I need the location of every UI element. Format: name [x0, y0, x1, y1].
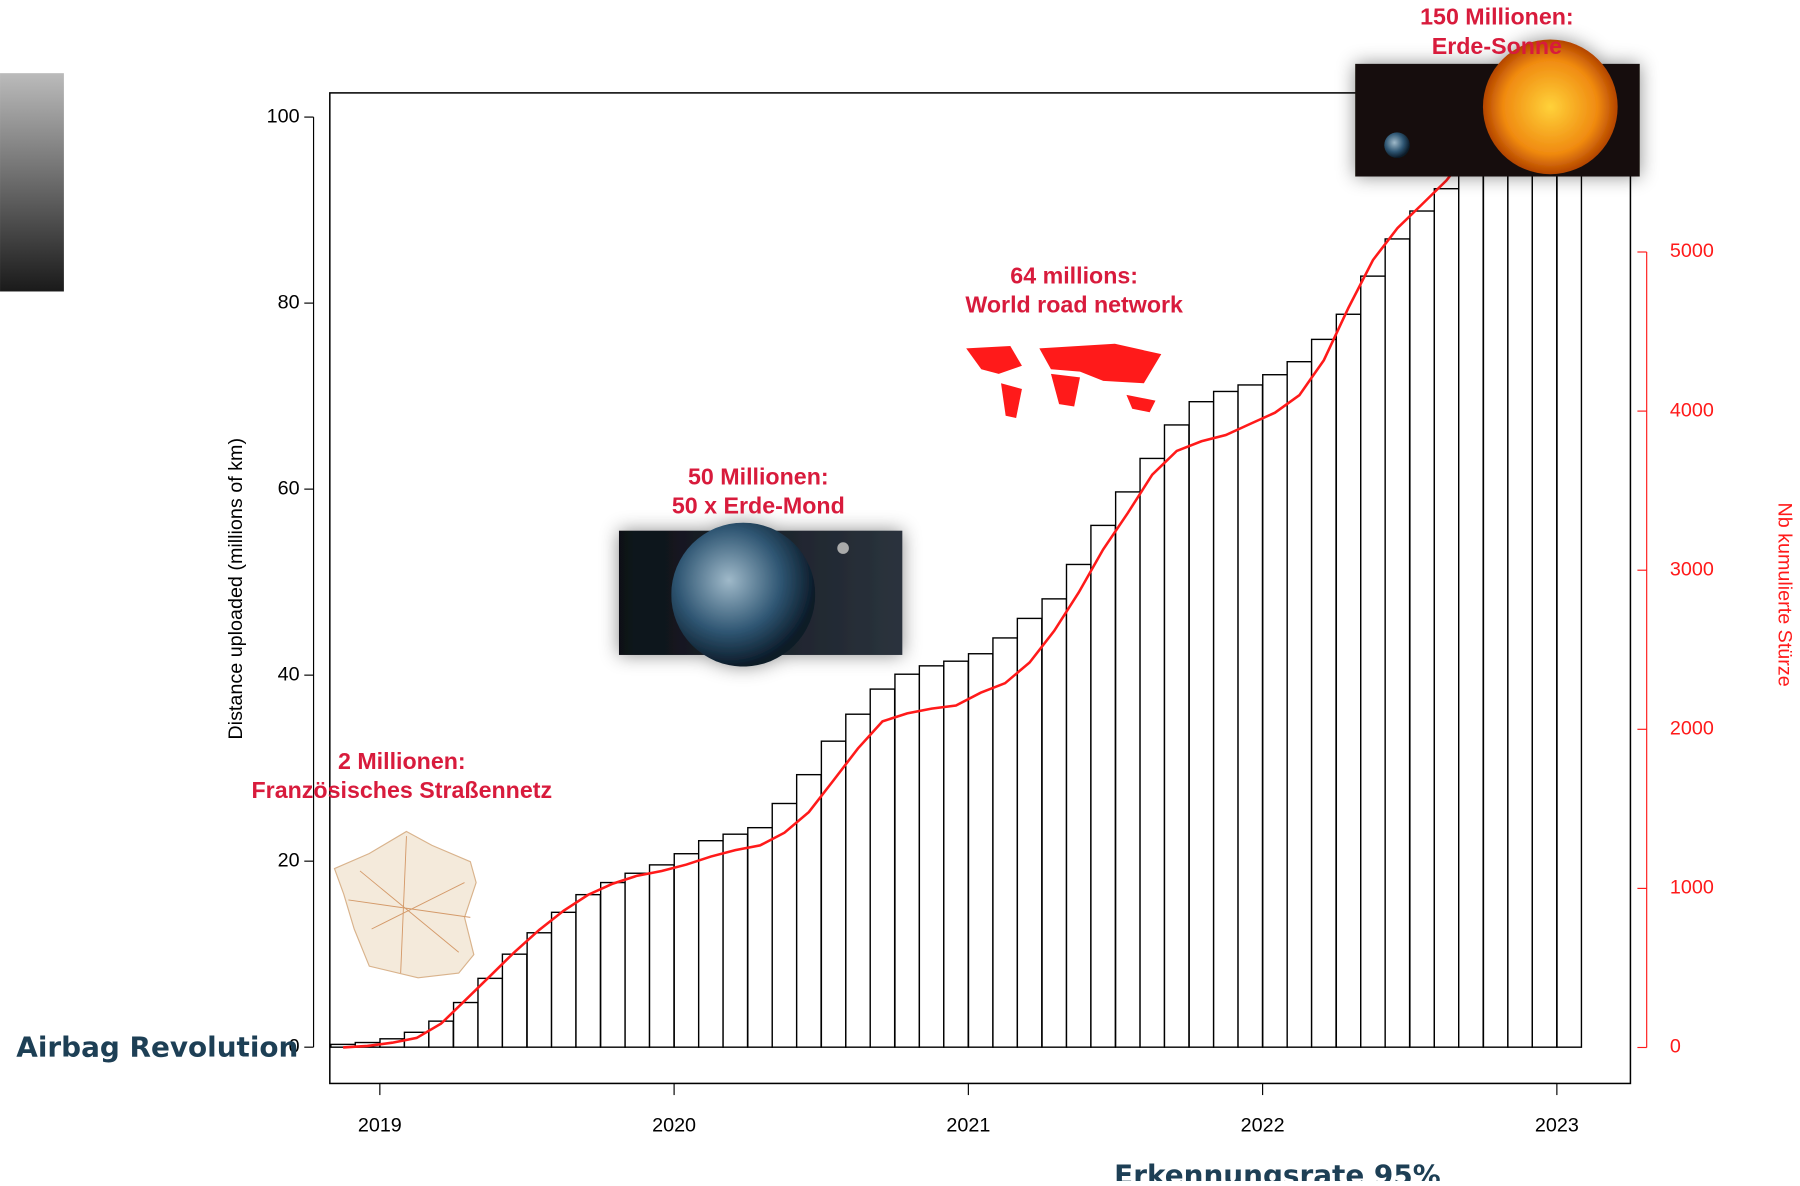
annotation: World road network [965, 292, 1183, 318]
x-tick-label: 2021 [946, 1115, 990, 1137]
bar [1114, 491, 1141, 1048]
bars [330, 116, 1583, 1048]
bar [526, 932, 553, 1048]
axes: 0 20 40 60 80 100 Distance uploaded (millions … [225, 105, 1795, 1136]
bar [992, 637, 1019, 1048]
bar [1041, 598, 1068, 1048]
lines [342, 92, 1516, 1049]
bar [1482, 144, 1509, 1048]
bar [943, 660, 969, 1048]
decor-gradient [0, 73, 64, 292]
x-tick-label: 2022 [1241, 1115, 1285, 1137]
x-tick-label: 2019 [358, 1115, 402, 1137]
bar [845, 713, 871, 1048]
bar [1262, 374, 1288, 1048]
sun-image [1355, 39, 1640, 177]
bar [1409, 210, 1436, 1048]
annotation: 2 Millionen: [338, 748, 466, 774]
bar [697, 840, 724, 1048]
annotation: 150 Millionen: [1420, 4, 1574, 30]
bar [1384, 238, 1411, 1048]
france-image [333, 830, 477, 979]
bar [648, 864, 675, 1048]
y2-axis-label: Nb kumulierte Stürze [1773, 502, 1795, 686]
annotations: 150 Millionen: Erde-Sonne 64 millions: Worl… [251, 4, 1573, 803]
y-tick-label: 40 [278, 663, 300, 685]
bar [1507, 125, 1533, 1048]
bar [918, 665, 945, 1048]
bar [1458, 162, 1484, 1048]
annotation: 50 x Erde-Mond [672, 493, 845, 519]
y-tick-label: 0 [289, 1035, 300, 1057]
bar [1065, 563, 1092, 1048]
x-tick-label: 2023 [1535, 1115, 1579, 1137]
y-tick-label: 100 [267, 105, 300, 127]
y-tick-label: 20 [278, 849, 300, 871]
bar [1433, 188, 1460, 1048]
footer-label: Erkennungsrate 95% [1114, 1158, 1441, 1181]
bar [624, 872, 651, 1048]
bar [1016, 617, 1043, 1048]
bar [795, 773, 822, 1048]
y2-tick-label: 5000 [1670, 240, 1714, 262]
bar [673, 853, 700, 1048]
annotation: Französisches Straßennetz [251, 777, 552, 803]
bar [1531, 116, 1558, 1048]
bar [967, 653, 994, 1048]
annotation: 50 Millionen: [688, 464, 829, 490]
bar [477, 977, 504, 1048]
brand-label: Airbag Revolution [16, 1031, 298, 1064]
x-tick-label: 2020 [652, 1115, 696, 1137]
bar [550, 911, 577, 1048]
bar [1286, 361, 1313, 1048]
earth-moon-image [618, 523, 903, 667]
y2-tick-label: 4000 [1670, 399, 1714, 421]
annotation: 64 millions: [1010, 263, 1138, 289]
bar [452, 1001, 479, 1048]
bar [771, 802, 798, 1048]
y-tick-label: 60 [278, 477, 300, 499]
y2-tick-label: 1000 [1670, 877, 1714, 899]
bar [1556, 116, 1583, 1048]
bar [575, 893, 602, 1048]
bar [1360, 275, 1386, 1048]
bar [820, 740, 847, 1048]
bar [1139, 457, 1166, 1048]
bar [1237, 384, 1264, 1048]
bar [599, 881, 626, 1048]
bar [1090, 524, 1117, 1048]
bar [894, 673, 921, 1048]
bar [869, 688, 896, 1048]
bar [1163, 424, 1190, 1048]
bar [747, 826, 773, 1048]
y2-tick-label: 3000 [1670, 558, 1714, 580]
y2-tick-label: 0 [1670, 1036, 1681, 1058]
bar [1310, 338, 1337, 1048]
y-tick-label: 80 [278, 291, 300, 313]
y-axis-label: Distance uploaded (millions of km) [225, 438, 247, 740]
world-map-image [966, 343, 1162, 419]
bar [1212, 390, 1239, 1048]
line [342, 92, 1516, 1049]
bar [1335, 313, 1362, 1048]
bar [501, 953, 528, 1048]
bar [722, 833, 749, 1048]
annotation: Erde-Sonne [1432, 33, 1562, 59]
y2-tick-label: 2000 [1670, 718, 1714, 740]
bar [1188, 400, 1215, 1048]
